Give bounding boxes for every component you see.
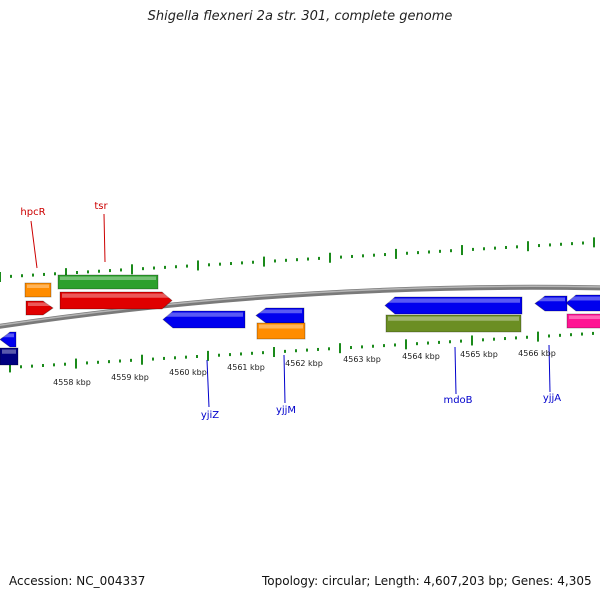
inner-tick-ring (9, 331, 594, 373)
scale-label: 4565 kbp (460, 350, 498, 359)
gene-label: hpcR (20, 207, 45, 218)
scale-label: 4563 kbp (343, 355, 381, 364)
gene-feature (385, 314, 522, 333)
accession-text: Accession: NC_004337 (9, 574, 146, 588)
scale-label: 4562 kbp (285, 359, 323, 368)
scale-labels: 4558 kbp 4559 kbp 4560 kbp 4561 kbp 4562 kbp… (53, 349, 556, 387)
genome-backbone-highlight (0, 285, 600, 327)
label-leader-line (283, 354, 286, 404)
gene-feature (57, 274, 159, 290)
label-leader-line (454, 346, 457, 395)
gene-feature (256, 322, 306, 340)
gene-feature (59, 291, 173, 310)
gene-label: yjjM (276, 405, 296, 416)
gene-label: yjiZ (201, 410, 219, 421)
gene-feature (534, 295, 568, 312)
gene-feature (255, 307, 305, 324)
scale-label: 4561 kbp (227, 363, 265, 372)
gene-feature (384, 296, 523, 315)
gene-label: yjjA (543, 393, 561, 404)
map-title: Shigella flexneri 2a str. 301, complete … (147, 9, 453, 24)
scale-label: 4566 kbp (518, 349, 556, 358)
label-leader-line (103, 213, 106, 263)
gene-feature (0, 331, 17, 348)
gene-label: mdoB (443, 395, 472, 406)
label-leader-line (206, 359, 210, 408)
label-leader-line (30, 220, 38, 269)
feature-track (0, 274, 600, 366)
gene-feature (24, 282, 52, 298)
outer-tick-ring (0, 237, 595, 282)
gene-label: tsr (94, 201, 108, 212)
gene-feature (565, 294, 600, 312)
gene-feature (566, 313, 600, 329)
scale-label: 4558 kbp (53, 378, 91, 387)
genome-backbone (0, 284, 600, 329)
scale-label: 4564 kbp (402, 352, 440, 361)
genome-summary-text: Topology: circular; Length: 4,607,203 bp… (262, 574, 592, 588)
label-leader-line (548, 344, 551, 393)
label-leader-lines (30, 213, 551, 408)
gene-labels: hpcR tsr yjiZ yjjM mdoB yjjA (20, 201, 561, 421)
gene-feature (25, 300, 54, 316)
scale-label: 4560 kbp (169, 368, 207, 377)
gene-feature (0, 347, 19, 366)
gene-feature (162, 310, 246, 329)
scale-label: 4559 kbp (111, 373, 149, 382)
